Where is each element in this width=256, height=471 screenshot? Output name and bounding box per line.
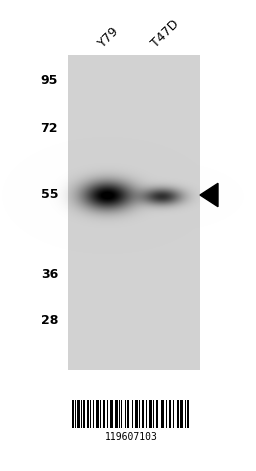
Text: 72: 72 [40, 122, 58, 135]
Text: 95: 95 [41, 73, 58, 87]
Text: 36: 36 [41, 268, 58, 282]
Polygon shape [200, 183, 218, 207]
Text: 119607103: 119607103 [104, 432, 157, 442]
Text: 28: 28 [41, 314, 58, 326]
Text: Y79: Y79 [96, 24, 122, 50]
Text: 55: 55 [40, 188, 58, 202]
Text: T47D: T47D [149, 17, 182, 50]
